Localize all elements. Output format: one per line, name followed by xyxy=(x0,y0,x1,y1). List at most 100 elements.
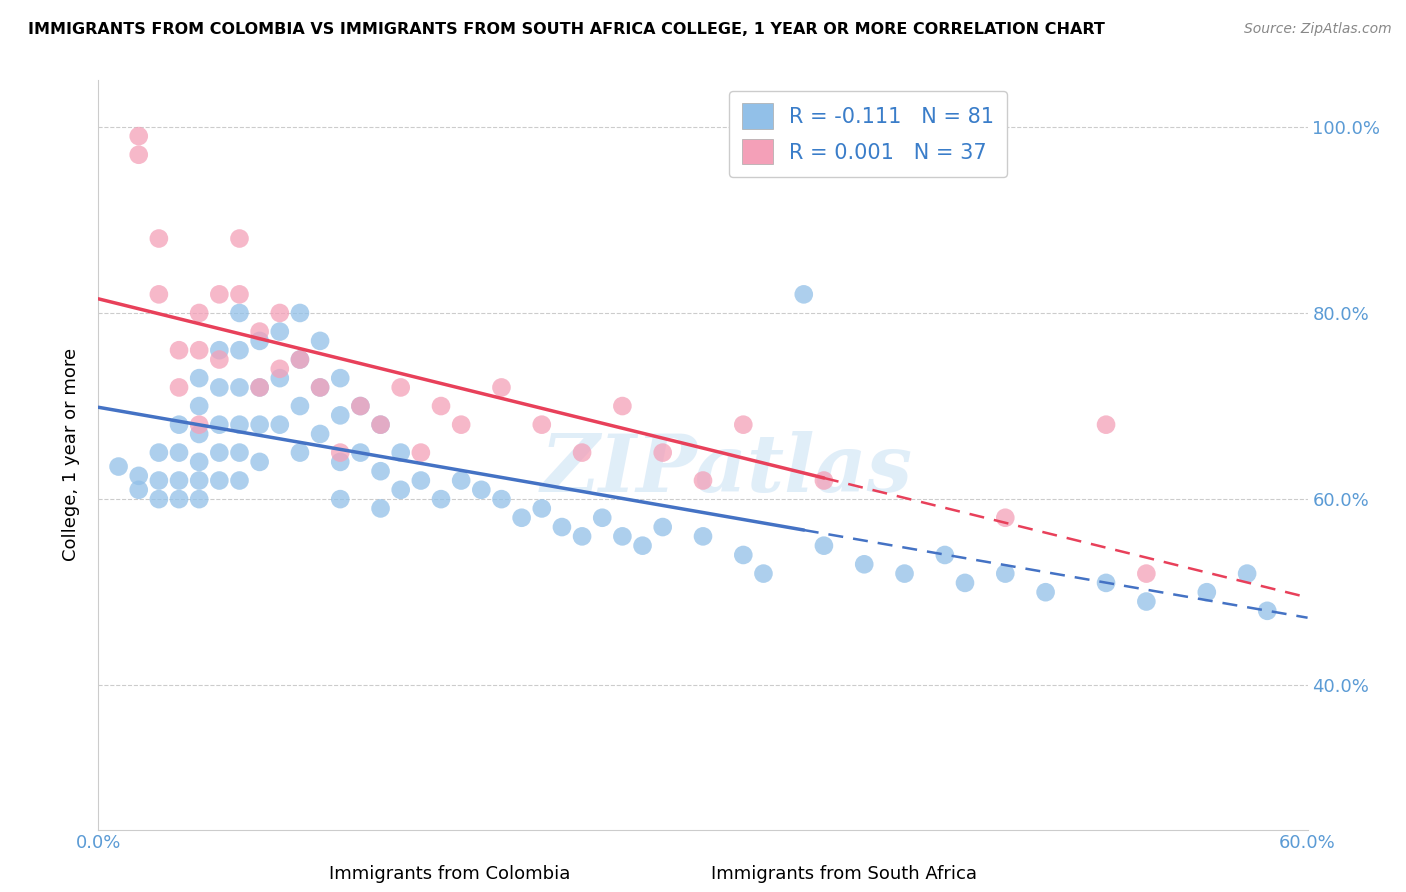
Point xyxy=(651,445,673,459)
Point xyxy=(430,492,453,507)
Point xyxy=(208,445,231,459)
Point xyxy=(148,474,170,488)
Point xyxy=(1095,575,1118,590)
Point xyxy=(167,417,190,432)
Point xyxy=(389,380,412,394)
Point xyxy=(309,380,332,394)
Point xyxy=(167,380,190,394)
Point xyxy=(329,371,352,385)
Point xyxy=(269,325,291,339)
Point xyxy=(269,306,291,320)
Point xyxy=(128,483,150,497)
Point xyxy=(450,417,472,432)
Point xyxy=(733,417,755,432)
Point xyxy=(1135,594,1157,608)
Point xyxy=(208,287,231,301)
Point xyxy=(370,501,392,516)
Point xyxy=(167,492,190,507)
Point xyxy=(249,417,271,432)
Point xyxy=(631,539,654,553)
Point xyxy=(309,334,332,348)
Point xyxy=(450,474,472,488)
Point xyxy=(148,445,170,459)
Point xyxy=(329,455,352,469)
Point xyxy=(329,409,352,423)
Point xyxy=(288,399,311,413)
Point xyxy=(953,575,976,590)
Point xyxy=(208,343,231,358)
Y-axis label: College, 1 year or more: College, 1 year or more xyxy=(62,349,80,561)
Point xyxy=(510,510,533,524)
Point xyxy=(128,129,150,144)
Point xyxy=(228,287,250,301)
Point xyxy=(269,361,291,376)
Point xyxy=(430,399,453,413)
Point xyxy=(148,287,170,301)
Point xyxy=(591,510,613,524)
Point xyxy=(188,306,211,320)
Point xyxy=(188,417,211,432)
Point xyxy=(228,445,250,459)
Point xyxy=(491,492,513,507)
Point xyxy=(329,492,352,507)
Point xyxy=(228,417,250,432)
Point xyxy=(309,427,332,442)
Point xyxy=(188,371,211,385)
Point xyxy=(612,399,634,413)
Point xyxy=(288,352,311,367)
Point xyxy=(994,510,1017,524)
Point xyxy=(409,445,432,459)
Text: Source: ZipAtlas.com: Source: ZipAtlas.com xyxy=(1244,22,1392,37)
Point xyxy=(1195,585,1218,599)
Legend: R = -0.111   N = 81, R = 0.001   N = 37: R = -0.111 N = 81, R = 0.001 N = 37 xyxy=(730,91,1007,177)
Point xyxy=(793,287,815,301)
Point xyxy=(409,474,432,488)
Point xyxy=(370,464,392,478)
Point xyxy=(208,474,231,488)
Point xyxy=(269,371,291,385)
Point xyxy=(651,520,673,534)
Point xyxy=(752,566,775,581)
Point xyxy=(491,380,513,394)
Point xyxy=(349,399,371,413)
Point xyxy=(389,445,412,459)
Point xyxy=(1256,604,1278,618)
Point xyxy=(1095,417,1118,432)
Point xyxy=(249,380,271,394)
Point xyxy=(612,529,634,543)
Point xyxy=(571,445,593,459)
Point xyxy=(470,483,492,497)
Point xyxy=(853,558,876,572)
Point xyxy=(309,380,332,394)
Point xyxy=(148,231,170,245)
Point xyxy=(188,427,211,442)
Point xyxy=(571,529,593,543)
Point xyxy=(167,474,190,488)
Point xyxy=(813,539,835,553)
Point xyxy=(249,325,271,339)
Point xyxy=(208,352,231,367)
Point xyxy=(349,445,371,459)
Text: Immigrants from Colombia: Immigrants from Colombia xyxy=(329,864,571,882)
Point xyxy=(349,399,371,413)
Point xyxy=(107,459,129,474)
Point xyxy=(228,306,250,320)
Point xyxy=(370,417,392,432)
Point xyxy=(128,468,150,483)
Point xyxy=(228,474,250,488)
Point xyxy=(530,417,553,432)
Point xyxy=(288,352,311,367)
Point xyxy=(329,445,352,459)
Point xyxy=(167,343,190,358)
Point xyxy=(370,417,392,432)
Point xyxy=(530,501,553,516)
Point xyxy=(269,417,291,432)
Point xyxy=(1236,566,1258,581)
Point xyxy=(934,548,956,562)
Point xyxy=(188,474,211,488)
Point xyxy=(188,492,211,507)
Text: Immigrants from South Africa: Immigrants from South Africa xyxy=(710,864,977,882)
Point xyxy=(813,474,835,488)
Point xyxy=(893,566,915,581)
Point xyxy=(228,343,250,358)
